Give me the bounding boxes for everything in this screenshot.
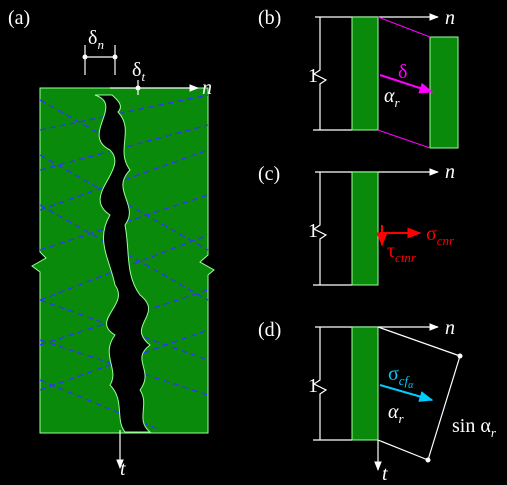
t-label: t xyxy=(120,458,126,480)
n-label: n xyxy=(445,161,455,183)
symbol: δ xyxy=(88,27,97,49)
block xyxy=(352,327,378,440)
subscript: ctnr xyxy=(395,250,417,265)
unit: 1 xyxy=(308,65,318,87)
dot xyxy=(426,458,431,463)
block-right xyxy=(430,37,458,148)
symbol: τ xyxy=(387,240,395,262)
symbol: sin α xyxy=(452,415,491,437)
subscript: n xyxy=(97,37,104,52)
block xyxy=(352,172,378,285)
dot xyxy=(113,55,118,60)
tau: τctnr xyxy=(387,240,417,265)
delta-t: δt xyxy=(132,59,145,84)
dot xyxy=(458,354,463,359)
subscript: r xyxy=(491,425,497,440)
symbol: σ xyxy=(388,363,399,385)
sigma: σcfα xyxy=(388,363,414,391)
label: (a) xyxy=(8,7,30,29)
diagram: (a) δn δt n t (b) n 1 δ αr (c) n 1 σcnr … xyxy=(0,0,507,485)
inclined-plane xyxy=(428,356,460,460)
panel-d: (d) n 1 t σcfα αr sin αr xyxy=(258,317,497,485)
symbol: α xyxy=(388,401,399,423)
delta: δ xyxy=(398,61,407,83)
panel-c: (c) n 1 σcnr τctnr xyxy=(258,161,455,285)
dimension xyxy=(313,327,352,440)
n-label: n xyxy=(445,317,455,339)
sin-label: sin αr xyxy=(452,415,497,440)
unit: 1 xyxy=(308,220,318,242)
dimension xyxy=(313,172,352,285)
label: (d) xyxy=(258,319,281,341)
subscript: α xyxy=(408,380,414,391)
dimension xyxy=(313,17,352,130)
subscript: t xyxy=(141,69,145,84)
sigma: σcnr xyxy=(426,223,455,248)
n-label: n xyxy=(445,7,455,29)
label: (c) xyxy=(258,163,280,185)
alpha: αr xyxy=(388,401,405,426)
t-label: t xyxy=(382,463,388,485)
alpha: αr xyxy=(384,85,401,110)
label: (b) xyxy=(258,7,281,29)
dot xyxy=(83,55,88,60)
subscript: cnr xyxy=(437,233,455,248)
panel-b: (b) n 1 δ αr xyxy=(258,7,458,148)
unit: 1 xyxy=(308,375,318,397)
symbol: δ xyxy=(132,59,141,81)
block-left xyxy=(352,17,378,130)
subscript: r xyxy=(399,411,405,426)
symbol: σ xyxy=(426,223,437,245)
panel-a: (a) δn δt n t xyxy=(8,7,214,480)
subscript: r xyxy=(395,95,401,110)
n-label: n xyxy=(202,77,212,99)
edge xyxy=(378,440,428,460)
symbol: α xyxy=(384,85,395,107)
delta-n: δn xyxy=(88,27,104,52)
